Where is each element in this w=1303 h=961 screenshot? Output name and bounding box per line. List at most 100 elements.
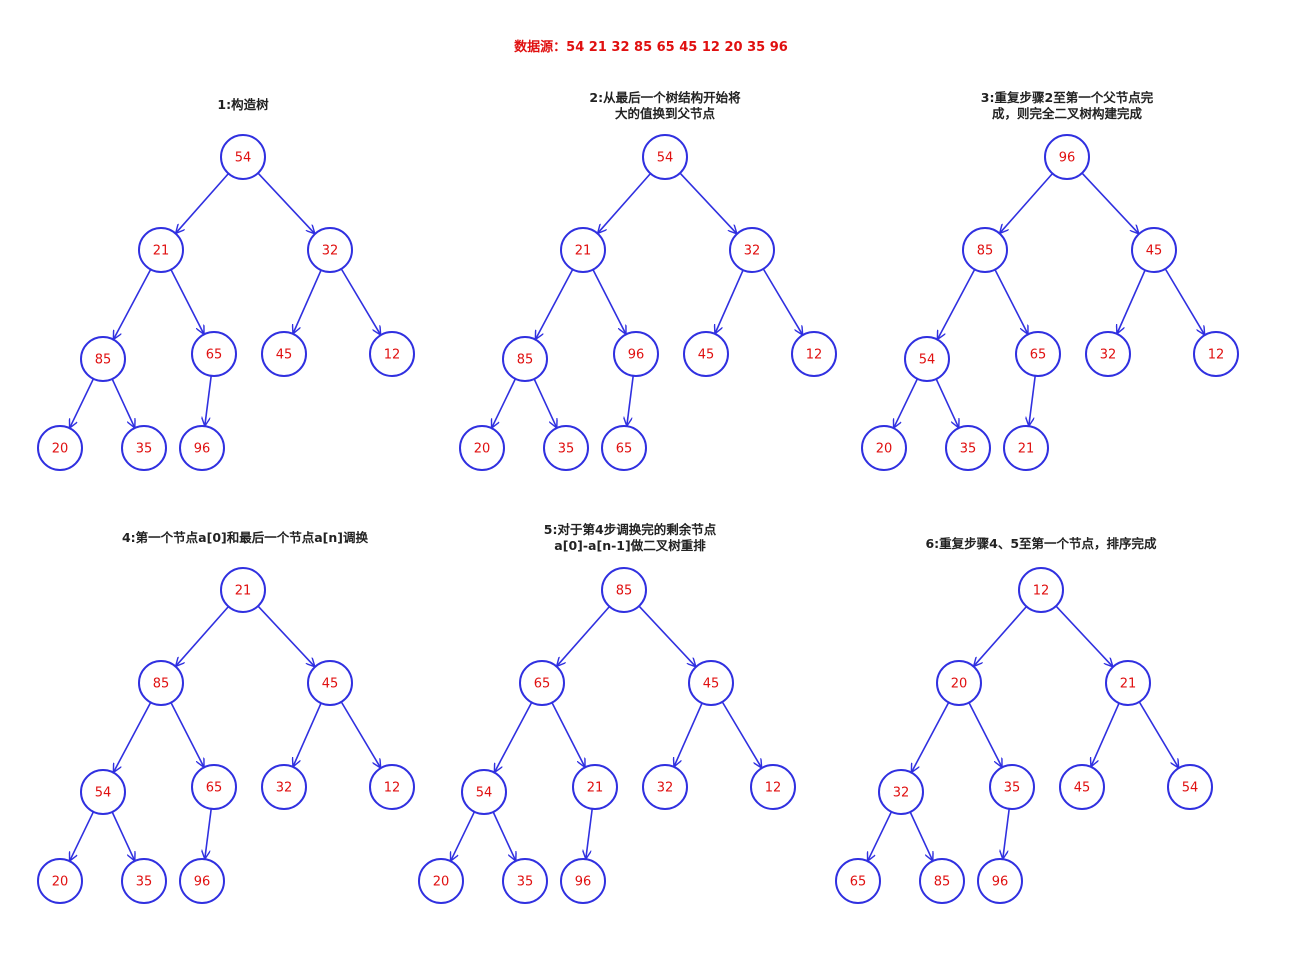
tree-edge-arrow (674, 702, 703, 766)
tree-node-value: 20 (876, 442, 893, 457)
tree-edge-arrow (598, 172, 652, 233)
step-caption: 4:第一个节点a[0]和最后一个节点a[n]调换 (122, 530, 369, 545)
tree-panel-step-1: 1:构造树 54 21 32 85 65 45 12 20 35 96 (37, 97, 415, 471)
tree-node-value: 35 (960, 442, 977, 457)
tree-edge-arrow (551, 702, 585, 767)
tree-edge-arrow (894, 378, 919, 428)
tree-node-circle (121, 858, 167, 904)
tree-edge-arrow (176, 172, 230, 233)
tree-node-value: 65 (206, 781, 223, 796)
tree-node-circle (642, 764, 688, 810)
tree-edge-arrow (257, 172, 314, 233)
tree-node-value: 54 (476, 786, 493, 801)
tree-node-value: 85 (153, 677, 170, 692)
tree-edge-arrow (868, 811, 893, 861)
tree-node-value: 35 (1004, 781, 1021, 796)
tree-node-circle (191, 764, 237, 810)
tree-edge-arrow (627, 375, 634, 425)
tree-edge-arrow (715, 269, 744, 333)
tree-node-value: 21 (153, 244, 170, 259)
tree-node-circle (261, 331, 307, 377)
tree-node-circle (307, 227, 353, 273)
tree-node-value: 35 (517, 875, 534, 890)
tree-node-circle (861, 425, 907, 471)
tree-node-value: 96 (575, 875, 592, 890)
tree-node-circle (1018, 567, 1064, 613)
tree-edge-arrow (205, 808, 212, 858)
tree-node-circle (261, 764, 307, 810)
tree-node-circle (1193, 331, 1239, 377)
tree-panel-step-6: 6:重复步骤4、5至第一个节点，排序完成 12 20 21 32 35 45 54 65 85 96 (835, 536, 1213, 904)
step-caption: 大的值换到父节点 (615, 106, 716, 121)
tree-edge-arrow (1117, 269, 1146, 333)
tree-node-circle (369, 331, 415, 377)
data-source-title: 数据源：54 21 32 85 65 45 12 20 35 96 (514, 39, 788, 55)
tree-edge-arrow (1003, 808, 1010, 858)
tree-node-circle (1015, 331, 1061, 377)
tree-edge-arrow (938, 269, 976, 338)
tree-node-value: 20 (52, 442, 69, 457)
tree-node-circle (179, 425, 225, 471)
tree-node-value: 21 (587, 781, 604, 796)
tree-edge-arrow (974, 605, 1028, 666)
tree-node-value: 54 (1182, 781, 1199, 796)
tree-edge-arrow (536, 269, 574, 338)
tree-edge-arrow (762, 268, 802, 334)
tree-edge-arrow (176, 605, 230, 666)
tree-node-value: 54 (95, 786, 112, 801)
tree-node-circle (1059, 764, 1105, 810)
tree-node-circle (138, 660, 184, 706)
tree-node-circle (1085, 331, 1131, 377)
tree-node-value: 35 (558, 442, 575, 457)
tree-node-circle (989, 764, 1035, 810)
tree-node-value: 45 (322, 677, 339, 692)
tree-node-value: 65 (850, 875, 867, 890)
tree-edge-arrow (1164, 268, 1204, 334)
tree-node-value: 21 (1120, 677, 1137, 692)
step-caption: 6:重复步骤4、5至第一个节点，排序完成 (925, 536, 1157, 551)
tree-node-circle (1167, 764, 1213, 810)
tree-edge-arrow (721, 701, 761, 767)
tree-node-circle (601, 567, 647, 613)
tree-node-value: 65 (534, 677, 551, 692)
tree-node-circle (904, 336, 950, 382)
tree-node-value: 96 (194, 875, 211, 890)
tree-edge-arrow (293, 702, 322, 766)
tree-node-circle (613, 331, 659, 377)
tree-edge-arrow (111, 378, 134, 427)
tree-node-circle (945, 425, 991, 471)
tree-node-circle (80, 769, 126, 815)
tree-node-circle (936, 660, 982, 706)
tree-node-circle (729, 227, 775, 273)
tree-node-circle (835, 858, 881, 904)
tree-node-circle (688, 660, 734, 706)
tree-edge-arrow (557, 605, 611, 666)
tree-node-circle (642, 134, 688, 180)
tree-edge-arrow (1029, 375, 1036, 425)
tree-node-circle (601, 425, 647, 471)
tree-node-value: 85 (934, 875, 951, 890)
tree-edge-arrow (257, 605, 314, 666)
tree-node-value: 20 (52, 875, 69, 890)
tree-node-circle (418, 858, 464, 904)
tree-node-value: 32 (276, 781, 293, 796)
tree-edge-arrow (170, 269, 204, 334)
tree-node-circle (220, 567, 266, 613)
tree-node-value: 96 (194, 442, 211, 457)
tree-node-value: 12 (765, 781, 782, 796)
tree-node-circle (80, 336, 126, 382)
tree-node-value: 21 (235, 584, 252, 599)
tree-node-value: 45 (703, 677, 720, 692)
tree-node-circle (962, 227, 1008, 273)
tree-node-circle (1105, 660, 1151, 706)
tree-node-circle (919, 858, 965, 904)
step-caption: 2:从最后一个树结构开始将 (589, 90, 741, 105)
step-caption: 5:对于第4步调换完的剩余节点 (544, 522, 717, 537)
tree-node-circle (369, 764, 415, 810)
tree-node-value: 65 (1030, 348, 1047, 363)
tree-node-value: 12 (806, 348, 823, 363)
tree-node-value: 32 (1100, 348, 1117, 363)
tree-node-value: 12 (384, 348, 401, 363)
tree-node-circle (191, 331, 237, 377)
